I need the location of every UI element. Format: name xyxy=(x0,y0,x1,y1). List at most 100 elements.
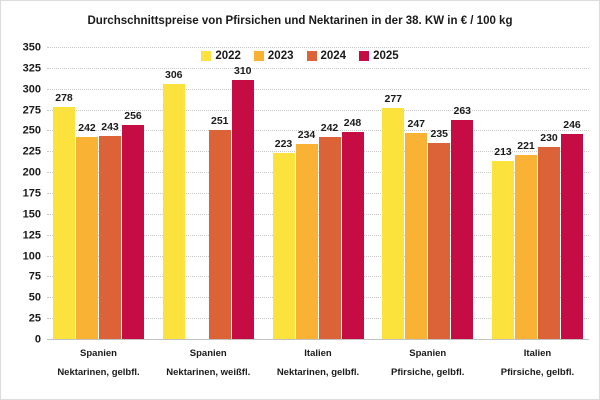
legend-item-2024: 2024 xyxy=(306,50,347,62)
x-axis-group-label: Spanien Pfirsiche, gelbfl. xyxy=(382,348,473,378)
x-axis-group-label: Italien Pfirsiche, gelbfl. xyxy=(492,348,583,378)
y-axis-tick-label: 125 xyxy=(22,229,41,242)
bar-slot: 278 xyxy=(53,92,75,339)
gridline: 300 xyxy=(23,83,589,95)
x-axis-product-label: Nektarinen, weißfl. xyxy=(166,367,251,378)
bar-slot: 263 xyxy=(451,105,474,339)
legend-year-label: 2023 xyxy=(267,50,294,62)
bar-value-label: 277 xyxy=(384,92,403,105)
y-axis-tick-label: 75 xyxy=(28,270,41,283)
y-axis-tick-label: 300 xyxy=(22,83,41,96)
bar-2025 xyxy=(451,119,474,339)
bar-2023 xyxy=(515,154,537,339)
bar-value-label: 256 xyxy=(124,110,142,123)
bar-value-label: 263 xyxy=(453,104,472,117)
bar-slot: 242 xyxy=(76,122,98,339)
y-axis-tick-label: 250 xyxy=(22,124,41,137)
bar-value-label: 251 xyxy=(210,114,229,127)
bar-2023 xyxy=(76,137,98,339)
gridline: 250 xyxy=(23,125,589,137)
y-axis-tick-label: 325 xyxy=(22,62,41,75)
bar-2022 xyxy=(492,161,514,339)
legend-swatch-icon xyxy=(201,51,212,61)
x-axis-country-label: Spanien xyxy=(409,348,447,359)
bar-value-label: 213 xyxy=(494,146,512,159)
legend-item-2025: 2025 xyxy=(359,50,399,62)
y-axis-tick-label: 175 xyxy=(22,187,41,200)
gridline: 50 xyxy=(29,292,589,304)
bar-slot: 243 xyxy=(99,121,121,339)
x-axis-product-label: Nektarinen, gelbfl. xyxy=(276,367,360,378)
x-axis-country-label: Italien xyxy=(304,348,332,359)
y-axis-tick-label: 150 xyxy=(22,208,41,221)
x-axis-group-label: Spanien Nektarinen, weißfl. xyxy=(163,348,254,378)
gridline: 350 xyxy=(23,41,589,53)
bar-groups: 278 242 243 256 306 251 310 223 234 242 248 277 247 2… xyxy=(47,47,589,339)
x-axis-product-label: Pfirsiche, gelbfl. xyxy=(391,367,465,378)
bar-2023 xyxy=(405,132,428,339)
bar-slot: 247 xyxy=(405,118,428,339)
bar-2025 xyxy=(341,132,364,339)
bar-value-label: 278 xyxy=(55,92,73,105)
gridline: 100 xyxy=(23,250,589,262)
bar-2025 xyxy=(561,133,583,339)
x-axis-product-label: Pfirsiche, gelbfl. xyxy=(500,367,575,378)
bar-slot: 234 xyxy=(295,129,318,339)
legend-swatch-icon xyxy=(253,51,264,61)
legend-year-label: 2024 xyxy=(320,50,347,62)
y-axis-tick-label: 225 xyxy=(22,145,41,158)
gridline: 225 xyxy=(23,146,589,158)
gridline: 200 xyxy=(23,167,589,179)
bar-slot: 235 xyxy=(428,128,451,339)
gridline: 75 xyxy=(29,271,589,283)
bar-value-label: 230 xyxy=(540,132,558,145)
bar-value-label: 310 xyxy=(233,65,252,78)
gridline: 175 xyxy=(23,187,589,199)
legend: 2022 2023 2024 2025 xyxy=(1,50,599,62)
gridline: 150 xyxy=(23,208,589,220)
bar-value-label: 235 xyxy=(430,127,449,140)
legend-swatch-icon xyxy=(359,51,370,61)
gridline: 25 xyxy=(29,313,589,325)
bar-slot: 306 xyxy=(162,69,185,339)
bar-value-label: 247 xyxy=(407,117,426,130)
bar-2024 xyxy=(208,129,231,339)
x-axis-labels: Spanien Nektarinen, gelbfl. Spanien Nektari… xyxy=(47,348,589,378)
bar-slot: 246 xyxy=(561,119,583,339)
bar-2022 xyxy=(53,107,75,339)
bar-group: 278 242 243 256 xyxy=(53,92,144,339)
bar-slot: 221 xyxy=(515,140,537,339)
bar-group: 213 221 230 246 xyxy=(492,119,583,339)
y-axis-tick-label: 275 xyxy=(22,103,41,116)
gridline: 0 xyxy=(35,333,589,345)
bar-value-label: 246 xyxy=(563,118,581,131)
bar-slot: 310 xyxy=(231,65,254,339)
x-axis-group-label: Italien Nektarinen, gelbfl. xyxy=(273,348,364,378)
bar-group: 277 247 235 263 xyxy=(382,93,474,339)
legend-item-2023: 2023 xyxy=(253,50,294,62)
gridline: 275 xyxy=(23,104,589,116)
bar-value-label: 242 xyxy=(78,122,96,135)
bar-2022 xyxy=(162,83,185,339)
bar-value-label: 243 xyxy=(101,121,119,134)
y-axis-tick-label: 50 xyxy=(28,291,41,304)
y-axis-tick-label: 100 xyxy=(22,249,41,262)
bar-2024 xyxy=(538,147,560,339)
bar-value-label: 223 xyxy=(274,137,293,150)
bar-slot: 223 xyxy=(272,138,295,339)
bar-slot: 230 xyxy=(538,132,560,339)
bar-value-label: 248 xyxy=(343,117,362,130)
bar-2024 xyxy=(99,136,121,339)
bar-slot: 277 xyxy=(382,93,405,339)
y-axis-tick-label: 0 xyxy=(34,333,41,346)
legend-year-label: 2022 xyxy=(215,50,241,62)
bar-value-label: 221 xyxy=(517,139,535,152)
bar-slot: 248 xyxy=(341,117,364,339)
gridline: 125 xyxy=(23,229,589,241)
bar-2024 xyxy=(318,137,341,339)
gridline: 325 xyxy=(23,62,589,74)
x-axis-country-label: Italien xyxy=(523,348,552,359)
bar-slot: 256 xyxy=(122,110,144,339)
bar-group: 223 234 242 248 xyxy=(272,117,364,339)
